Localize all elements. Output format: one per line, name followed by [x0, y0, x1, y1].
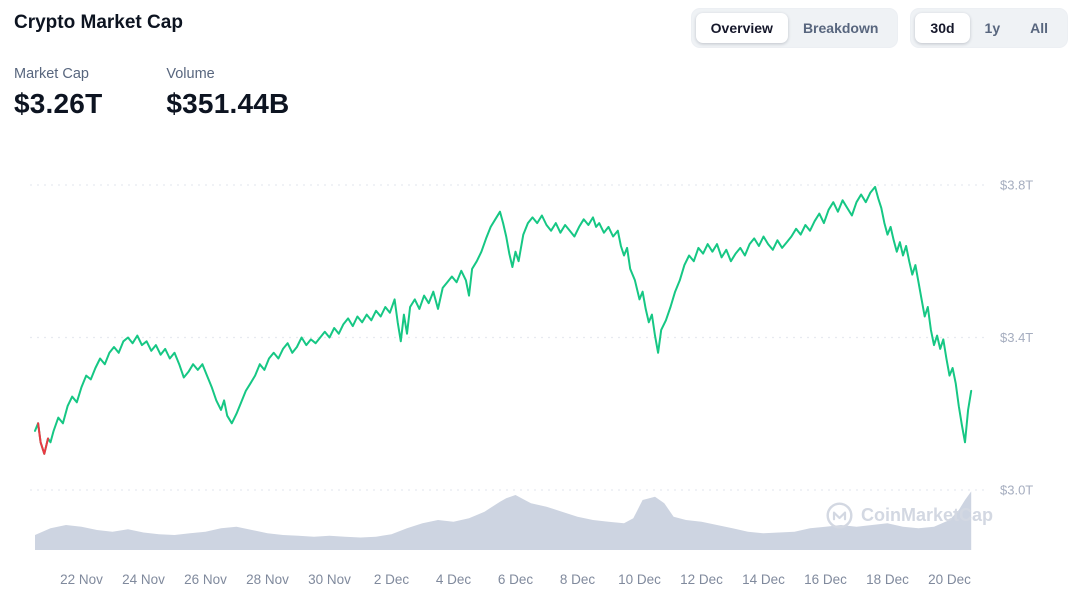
chart-controls: Overview Breakdown 30d 1y All: [690, 8, 1068, 48]
x-tick-label: 2 Dec: [374, 572, 410, 587]
x-tick-label: 16 Dec: [804, 572, 847, 587]
x-tick-label: 12 Dec: [680, 572, 723, 587]
x-tick-label: 10 Dec: [618, 572, 661, 587]
market-cap-line: [34, 185, 973, 455]
volume-area: [35, 491, 972, 550]
x-tick-label: 24 Nov: [122, 572, 165, 587]
volume-value: $351.44B: [166, 88, 290, 119]
x-tick-label: 18 Dec: [866, 572, 909, 587]
market-cap-label: Market Cap: [14, 66, 89, 82]
market-cap-stat: Market Cap $3.26T: [14, 66, 102, 120]
x-tick-label: 14 Dec: [742, 572, 785, 587]
x-tick-label: 20 Dec: [928, 572, 971, 587]
range-30d-button[interactable]: 30d: [915, 13, 970, 43]
watermark: CoinMarketCap: [826, 502, 993, 529]
watermark-text: CoinMarketCap: [861, 505, 994, 525]
view-toggle-group: Overview Breakdown: [690, 8, 899, 48]
y-axis-label: $3.0T: [1000, 483, 1033, 498]
x-tick-label: 4 Dec: [436, 572, 472, 587]
x-tick-label: 8 Dec: [560, 572, 596, 587]
page-title: Crypto Market Cap: [14, 12, 183, 33]
x-tick-label: 30 Nov: [308, 572, 351, 587]
tab-breakdown[interactable]: Breakdown: [788, 13, 893, 43]
stats-row: Market Cap $3.26T Volume $351.44B: [14, 66, 289, 120]
volume-stat: Volume $351.44B: [166, 66, 289, 120]
volume-label: Volume: [166, 66, 215, 82]
tab-overview[interactable]: Overview: [695, 13, 788, 43]
y-axis-label: $3.4T: [1000, 330, 1033, 345]
x-tick-label: 22 Nov: [60, 572, 103, 587]
market-cap-chart[interactable]: $3.8T $3.4T $3.0T 22 Nov 24 Nov 26 Nov 28 Nov 3…: [0, 160, 1080, 605]
market-cap-value: $3.26T: [14, 88, 103, 119]
market-cap-line-red-segment: [37, 422, 49, 455]
x-tick-label: 6 Dec: [498, 572, 534, 587]
x-tick-label: 26 Nov: [184, 572, 227, 587]
range-toggle-group: 30d 1y All: [910, 8, 1068, 48]
coinmarketcap-logo-icon: [826, 502, 853, 529]
range-1y-button[interactable]: 1y: [970, 13, 1016, 43]
range-all-button[interactable]: All: [1015, 13, 1063, 43]
y-axis-label: $3.8T: [1000, 178, 1033, 193]
x-tick-label: 28 Nov: [246, 572, 289, 587]
